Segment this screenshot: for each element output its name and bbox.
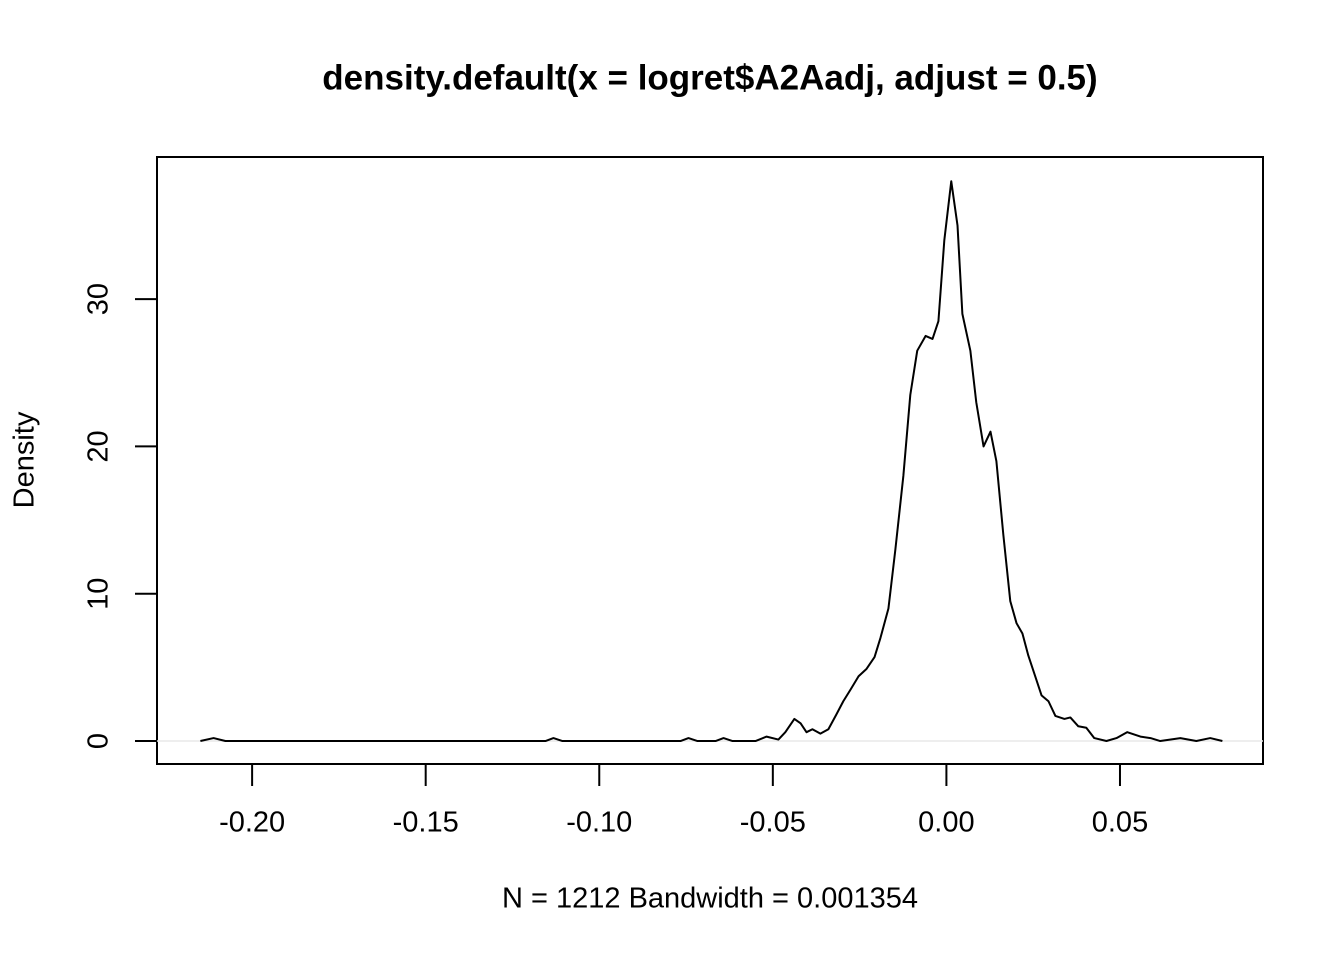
x-tick-label: -0.15 bbox=[393, 807, 459, 839]
x-tick-label: -0.20 bbox=[219, 807, 285, 839]
y-tick-label: 20 bbox=[83, 430, 115, 462]
y-tick-label: 0 bbox=[83, 733, 115, 749]
x-tick-label: -0.05 bbox=[740, 807, 806, 839]
plot-frame bbox=[156, 156, 1264, 765]
x-tick-label: -0.10 bbox=[566, 807, 632, 839]
y-axis-label: Density bbox=[9, 411, 41, 508]
x-tick-label: 0.00 bbox=[918, 807, 974, 839]
x-axis-label: N = 1212 Bandwidth = 0.001354 bbox=[502, 883, 918, 915]
y-tick-label: 10 bbox=[83, 578, 115, 610]
density-line bbox=[200, 180, 1223, 743]
x-tick-label: 0.05 bbox=[1092, 807, 1148, 839]
y-tick-label: 30 bbox=[83, 283, 115, 315]
chart-title: density.default(x = logret$A2Aadj, adjus… bbox=[322, 58, 1097, 97]
